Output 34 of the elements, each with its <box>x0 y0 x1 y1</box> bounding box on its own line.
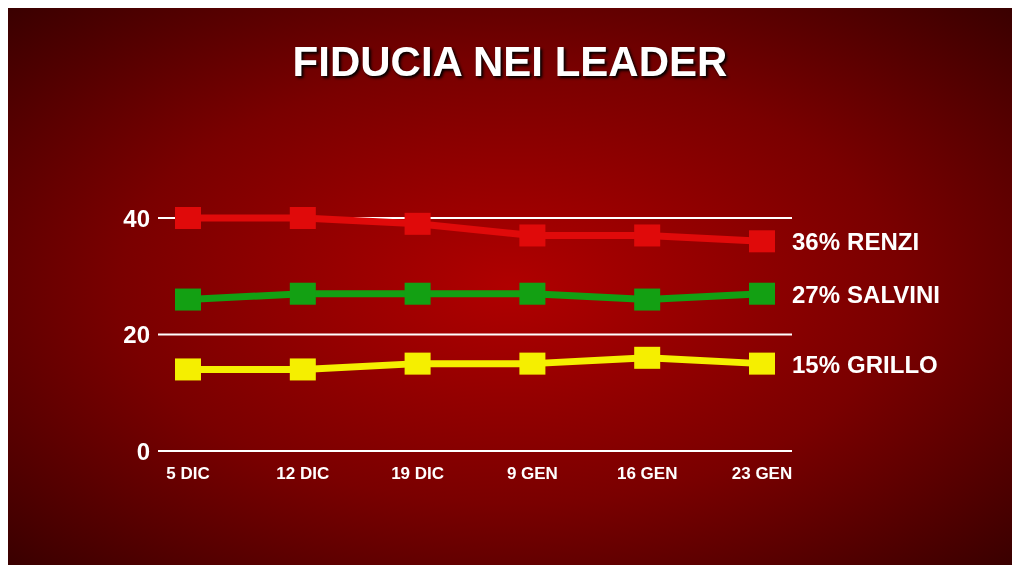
y-tick-label: 40 <box>123 204 150 232</box>
point <box>634 224 661 247</box>
x-tick-label: 16 GEN <box>616 464 678 484</box>
point <box>175 358 201 381</box>
point <box>289 207 316 229</box>
point <box>404 352 431 375</box>
point <box>634 288 661 311</box>
point <box>634 346 661 369</box>
text: GRILLO <box>847 350 938 378</box>
y-tick-label: 20 <box>123 321 150 349</box>
chart-title: FIDUCIA NEI LEADER <box>291 38 729 86</box>
y-tick-label: 0 <box>136 437 150 465</box>
point <box>519 282 546 305</box>
text: SALVINI <box>847 280 940 308</box>
data-label: 27% <box>792 280 841 308</box>
data-label: 15% <box>792 350 841 378</box>
x-tick-label: 12 DIC <box>276 464 330 484</box>
point <box>175 288 201 311</box>
point <box>289 358 316 381</box>
x-tick-label: 19 DIC <box>391 464 445 484</box>
point <box>404 282 431 305</box>
point <box>749 230 775 253</box>
x-tick-label: 9 GEN <box>506 464 558 484</box>
point <box>749 282 775 305</box>
point <box>404 212 431 235</box>
point <box>175 207 201 229</box>
point <box>749 352 775 375</box>
data-label: 36% <box>792 228 841 256</box>
point <box>519 224 546 247</box>
x-tick-label: 5 DIC <box>166 464 210 484</box>
x-tick-label: 23 GEN <box>731 464 793 484</box>
text: RENZI <box>847 228 920 256</box>
point <box>289 282 316 305</box>
point <box>519 352 546 375</box>
